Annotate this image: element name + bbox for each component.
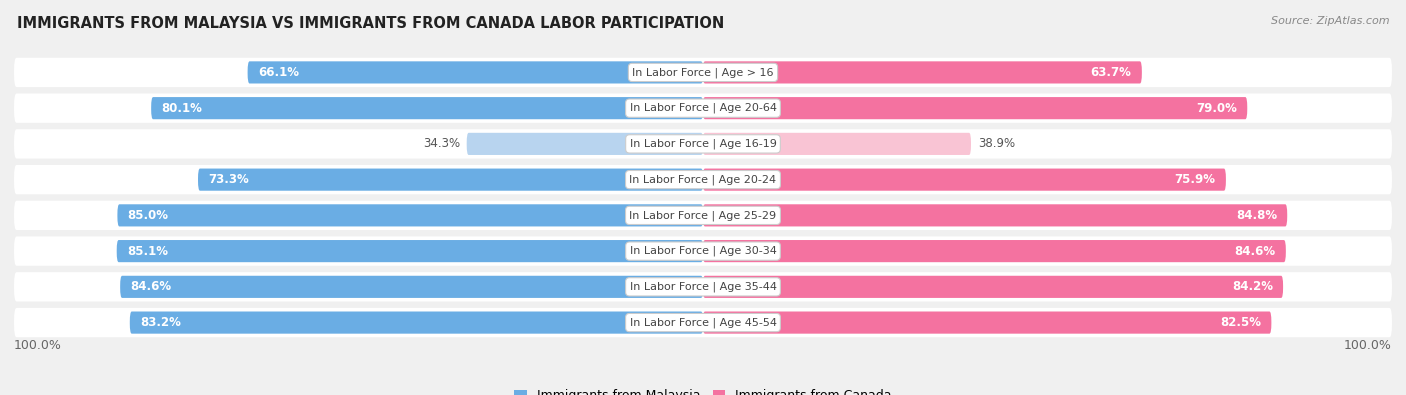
Text: In Labor Force | Age 45-54: In Labor Force | Age 45-54: [630, 317, 776, 328]
FancyBboxPatch shape: [703, 61, 1142, 83]
FancyBboxPatch shape: [703, 312, 1271, 334]
FancyBboxPatch shape: [117, 204, 703, 226]
Text: In Labor Force | Age 20-64: In Labor Force | Age 20-64: [630, 103, 776, 113]
Text: IMMIGRANTS FROM MALAYSIA VS IMMIGRANTS FROM CANADA LABOR PARTICIPATION: IMMIGRANTS FROM MALAYSIA VS IMMIGRANTS F…: [17, 16, 724, 31]
FancyBboxPatch shape: [703, 240, 1286, 262]
Text: 82.5%: 82.5%: [1220, 316, 1261, 329]
FancyBboxPatch shape: [129, 312, 703, 334]
FancyBboxPatch shape: [703, 204, 1288, 226]
Text: 84.2%: 84.2%: [1232, 280, 1272, 293]
FancyBboxPatch shape: [703, 276, 1284, 298]
FancyBboxPatch shape: [117, 240, 703, 262]
Text: 73.3%: 73.3%: [208, 173, 249, 186]
Text: In Labor Force | Age 30-34: In Labor Force | Age 30-34: [630, 246, 776, 256]
Text: 66.1%: 66.1%: [257, 66, 299, 79]
Text: 75.9%: 75.9%: [1174, 173, 1216, 186]
Text: 79.0%: 79.0%: [1197, 102, 1237, 115]
Text: 85.0%: 85.0%: [128, 209, 169, 222]
FancyBboxPatch shape: [247, 61, 703, 83]
FancyBboxPatch shape: [14, 165, 1392, 194]
FancyBboxPatch shape: [152, 97, 703, 119]
FancyBboxPatch shape: [703, 97, 1247, 119]
FancyBboxPatch shape: [120, 276, 703, 298]
FancyBboxPatch shape: [14, 58, 1392, 87]
Text: In Labor Force | Age 16-19: In Labor Force | Age 16-19: [630, 139, 776, 149]
FancyBboxPatch shape: [703, 133, 972, 155]
FancyBboxPatch shape: [14, 272, 1392, 301]
Text: 34.3%: 34.3%: [423, 137, 460, 150]
Text: 100.0%: 100.0%: [1344, 339, 1392, 352]
FancyBboxPatch shape: [14, 201, 1392, 230]
FancyBboxPatch shape: [14, 94, 1392, 123]
FancyBboxPatch shape: [14, 129, 1392, 158]
Text: 80.1%: 80.1%: [162, 102, 202, 115]
Text: 84.8%: 84.8%: [1236, 209, 1277, 222]
Text: 38.9%: 38.9%: [979, 137, 1015, 150]
FancyBboxPatch shape: [198, 169, 703, 191]
Text: 100.0%: 100.0%: [14, 339, 62, 352]
Text: 84.6%: 84.6%: [1234, 245, 1275, 258]
Text: In Labor Force | Age 35-44: In Labor Force | Age 35-44: [630, 282, 776, 292]
Text: 84.6%: 84.6%: [131, 280, 172, 293]
FancyBboxPatch shape: [14, 237, 1392, 266]
Text: 63.7%: 63.7%: [1091, 66, 1132, 79]
FancyBboxPatch shape: [467, 133, 703, 155]
Text: In Labor Force | Age > 16: In Labor Force | Age > 16: [633, 67, 773, 78]
FancyBboxPatch shape: [14, 308, 1392, 337]
Text: In Labor Force | Age 25-29: In Labor Force | Age 25-29: [630, 210, 776, 221]
Legend: Immigrants from Malaysia, Immigrants from Canada: Immigrants from Malaysia, Immigrants fro…: [509, 384, 897, 395]
FancyBboxPatch shape: [703, 169, 1226, 191]
Text: In Labor Force | Age 20-24: In Labor Force | Age 20-24: [630, 174, 776, 185]
Text: 85.1%: 85.1%: [127, 245, 169, 258]
Text: 83.2%: 83.2%: [141, 316, 181, 329]
Text: Source: ZipAtlas.com: Source: ZipAtlas.com: [1271, 16, 1389, 26]
